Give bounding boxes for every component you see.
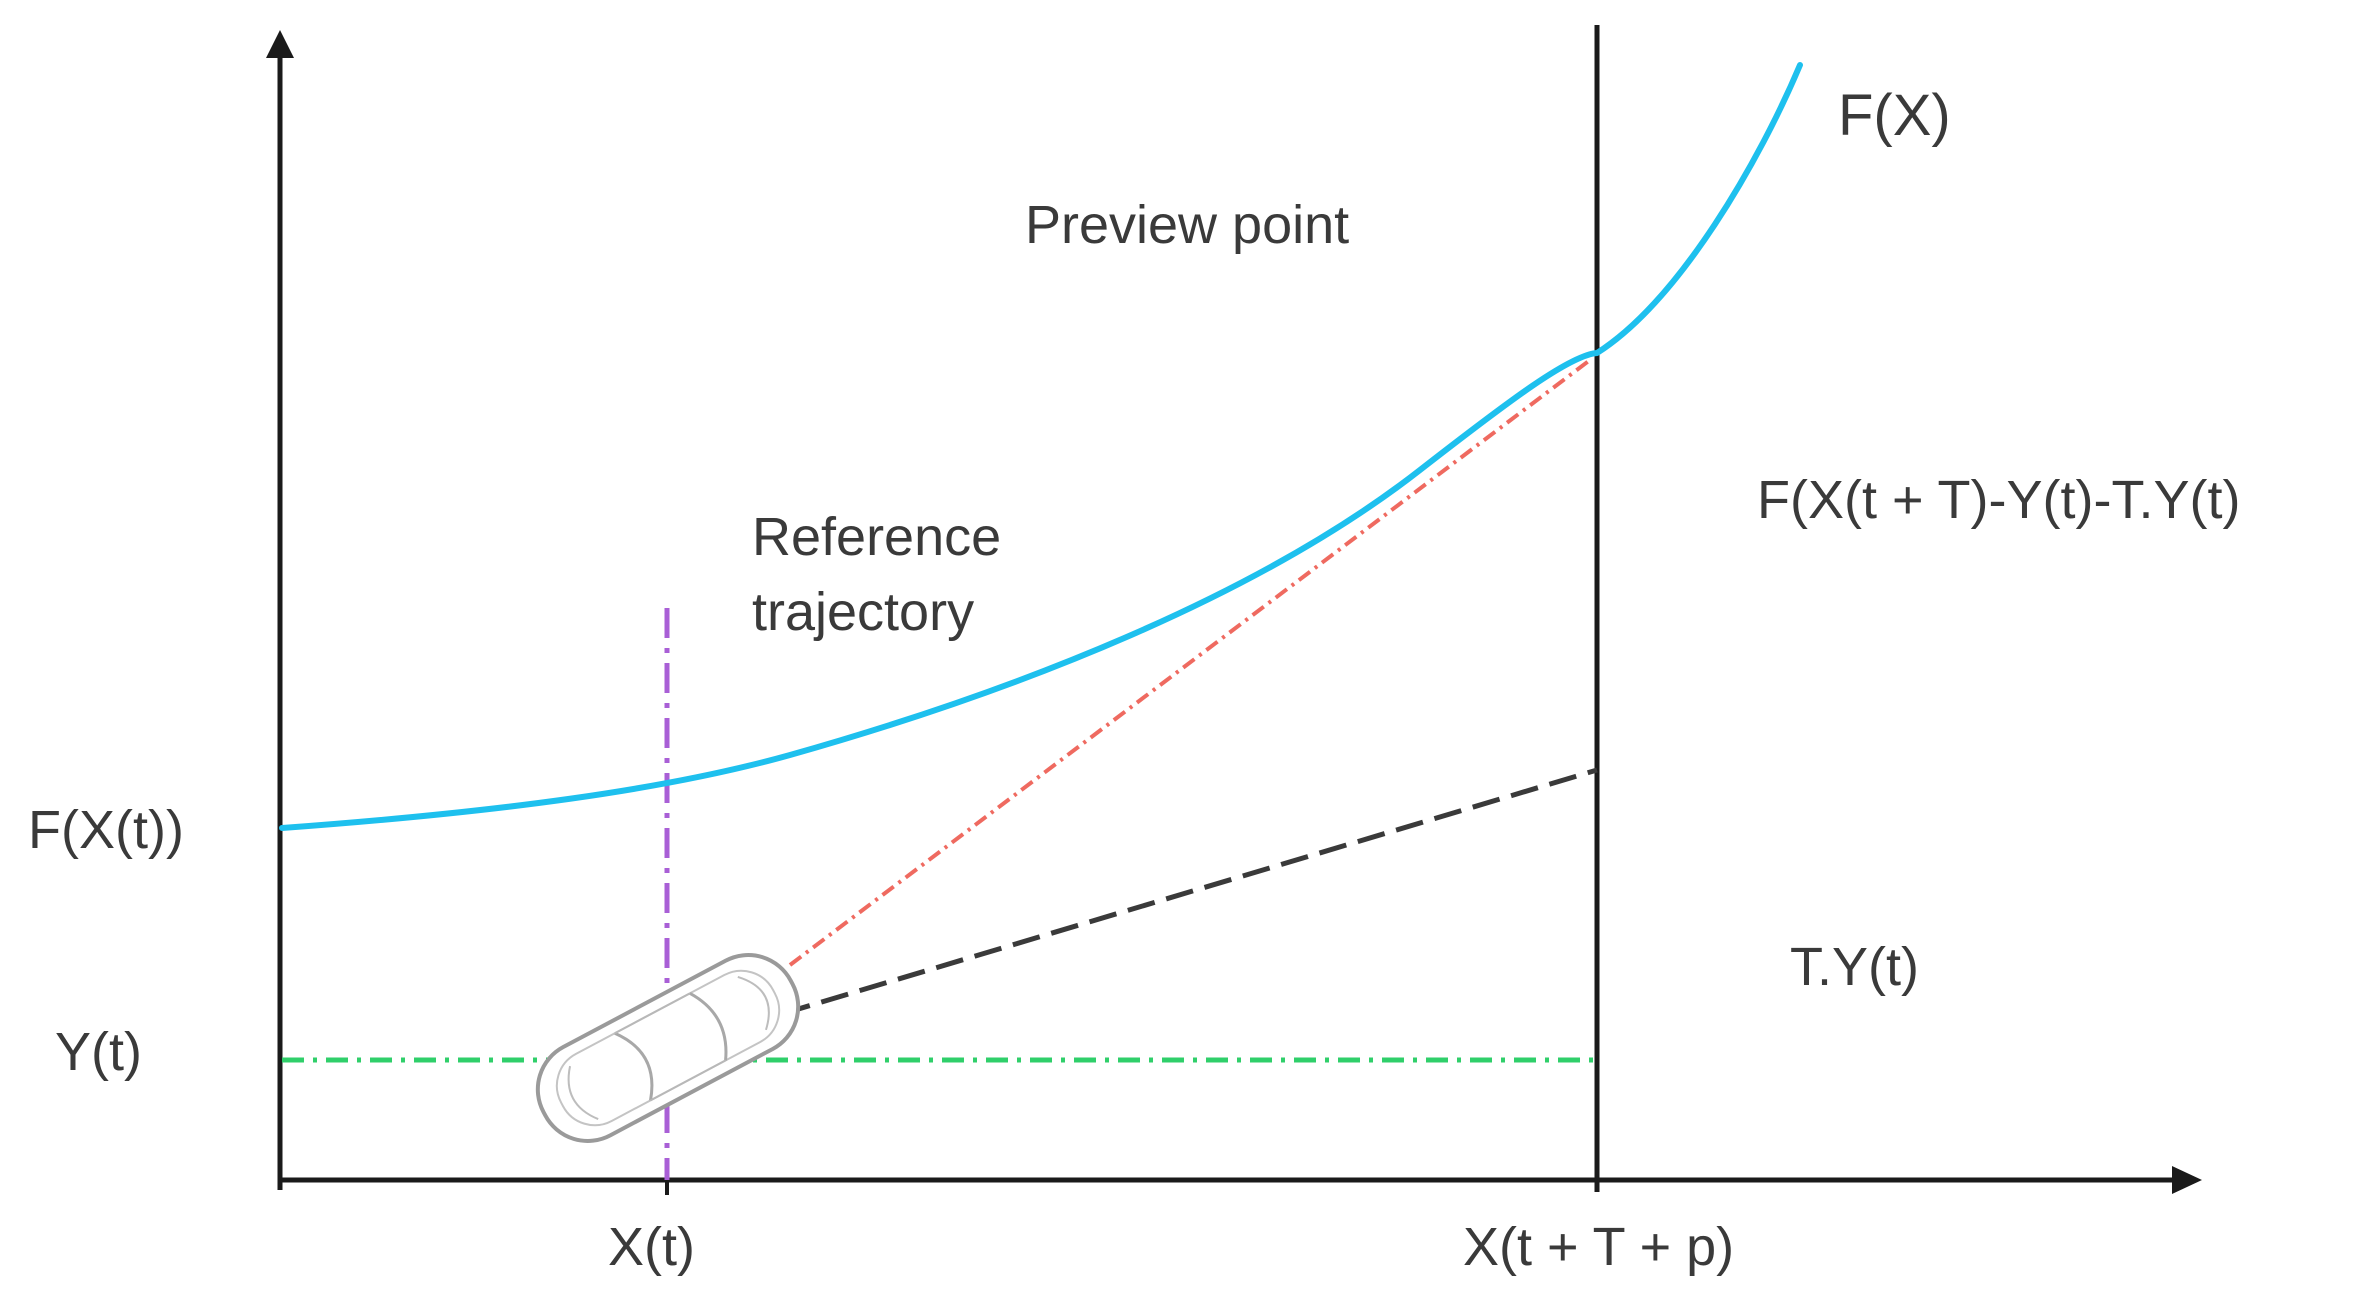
heading-line xyxy=(667,767,1598,1051)
x-axis xyxy=(280,1166,2202,1195)
x-preview-label: X(t + T + p) xyxy=(1463,1217,1734,1277)
reference-trajectory-curve xyxy=(279,62,1803,831)
y-at-t-label: Y(t) xyxy=(55,1022,142,1082)
preview-line xyxy=(788,358,1592,967)
car-top-view-icon xyxy=(535,953,801,1143)
reference-trajectory-label-line1: Reference xyxy=(752,507,1001,567)
reference-trajectory-label-line2: trajectory xyxy=(752,582,974,642)
t-times-y-label: T.Y(t) xyxy=(1790,937,1919,997)
x-at-t-label: X(t) xyxy=(608,1217,695,1277)
f-at-x-label: F(X(t)) xyxy=(28,800,184,860)
y-axis xyxy=(266,30,294,1190)
preview-point-label: Preview point xyxy=(1025,195,1349,255)
curve-name-label: F(X) xyxy=(1838,83,1951,148)
x-axis-arrow-icon xyxy=(2172,1166,2202,1194)
y-axis-arrow-icon xyxy=(266,30,294,58)
error-expression-label: F(X(t + T)-Y(t)-T.Y(t) xyxy=(1757,470,2240,530)
